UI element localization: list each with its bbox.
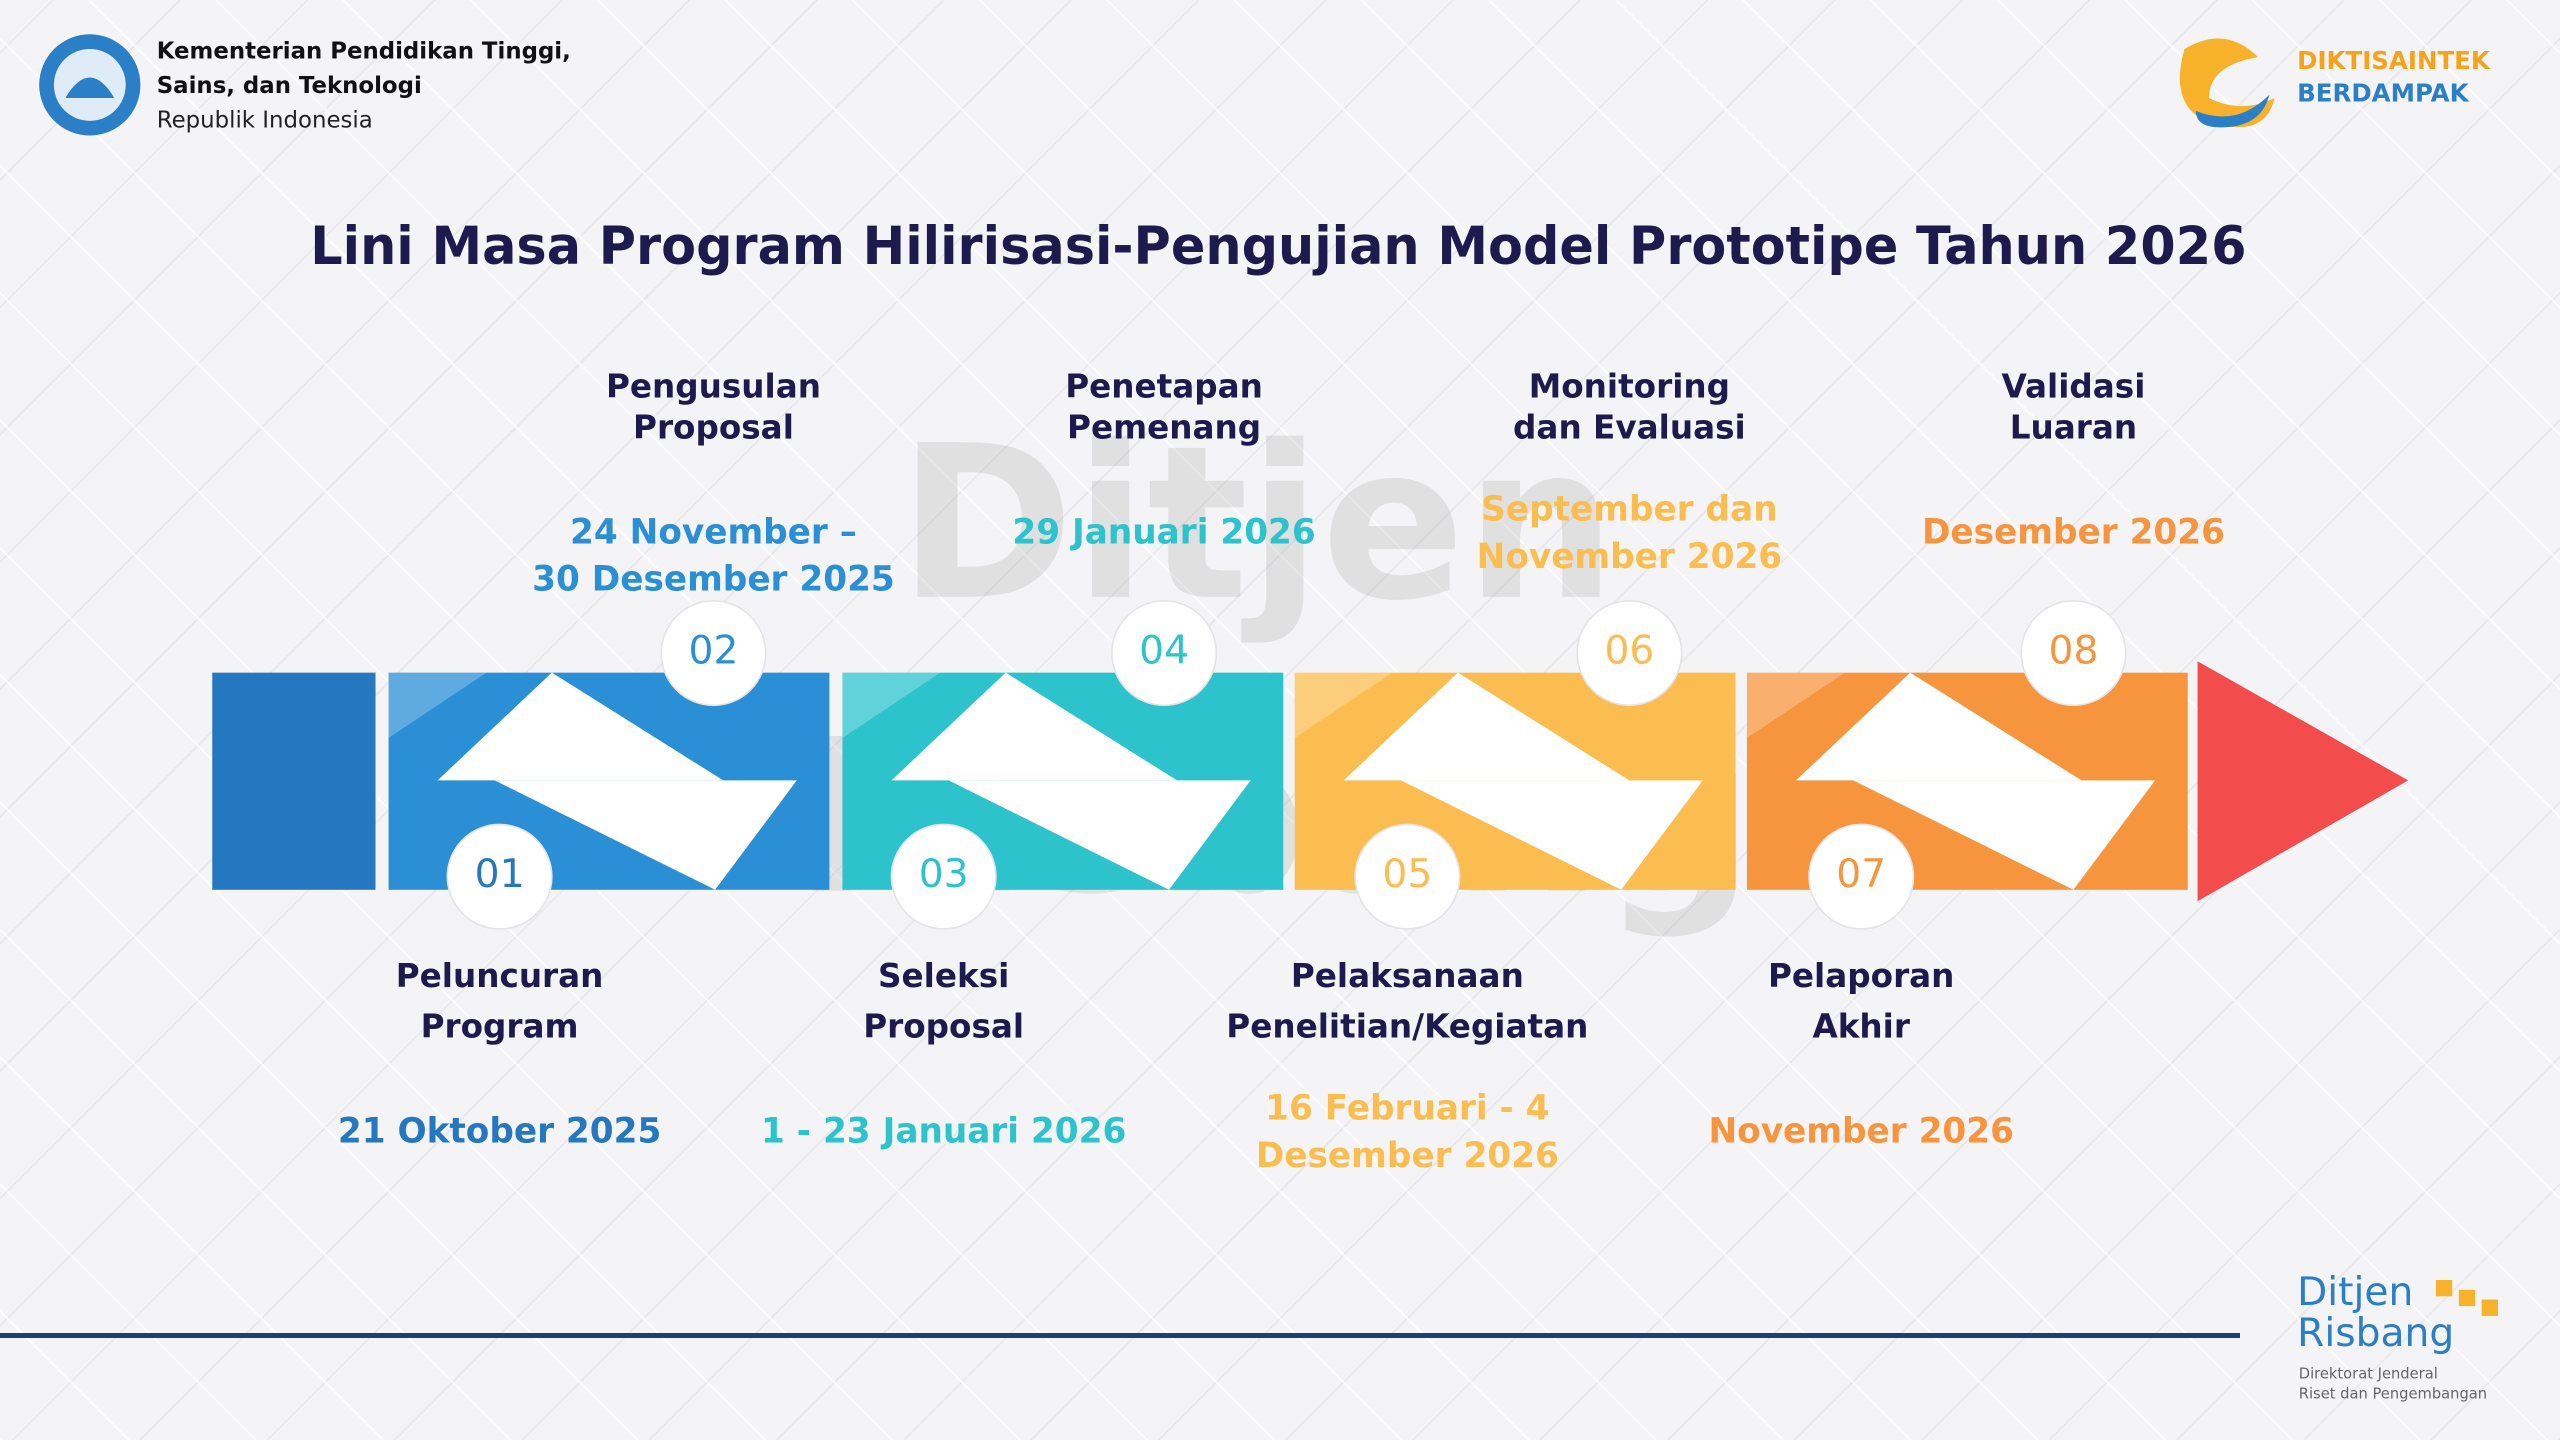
footer-logo: Risbang bbox=[2297, 1311, 2454, 1356]
segment-cut bbox=[1343, 672, 1630, 781]
ministry-country: Republik Indonesia bbox=[157, 107, 373, 133]
segment-cut bbox=[1853, 780, 2156, 890]
step-number: 04 bbox=[1139, 629, 1189, 674]
step-badge bbox=[890, 823, 997, 930]
segment-cut bbox=[1795, 672, 2082, 781]
step-badge bbox=[2020, 600, 2127, 707]
step-label: Peluncuran bbox=[396, 957, 604, 995]
footer-logo-dot bbox=[2458, 1289, 2476, 1307]
watermark: Ditjen bbox=[898, 401, 1616, 648]
step-badge bbox=[1354, 823, 1461, 930]
step-date: September dan bbox=[1481, 490, 1777, 530]
footer-subtitle: Direktorat Jenderal bbox=[2299, 1366, 2438, 1383]
step-label: Monitoring bbox=[1529, 368, 1730, 406]
step-label: Validasi bbox=[2002, 368, 2146, 406]
step-label: Pemenang bbox=[1067, 408, 1261, 446]
footer-subtitle: Riset dan Pengembangan bbox=[2299, 1385, 2487, 1402]
step-badge bbox=[1808, 823, 1915, 930]
brand-logo bbox=[2195, 94, 2270, 128]
step-badge bbox=[446, 823, 553, 930]
step-number: 01 bbox=[475, 852, 525, 897]
step-date: Desember 2026 bbox=[1922, 512, 2225, 552]
ministry-emblem-shape bbox=[65, 77, 115, 98]
step-badge bbox=[1576, 600, 1683, 707]
step-label: Pelaksanaan bbox=[1291, 957, 1524, 995]
arrow-tail bbox=[212, 672, 376, 890]
step-date: November 2026 bbox=[1708, 1112, 2013, 1152]
segment-cut bbox=[1400, 780, 1703, 890]
step-label: Seleksi bbox=[878, 957, 1009, 995]
footer-logo: Ditjen bbox=[2297, 1270, 2413, 1315]
step-date: 1 - 23 Januari 2026 bbox=[761, 1112, 1126, 1152]
step-label: Program bbox=[421, 1008, 579, 1046]
ministry-name: Sains, dan Teknologi bbox=[157, 73, 422, 99]
step-number: 02 bbox=[689, 629, 739, 674]
step-badge bbox=[660, 600, 767, 707]
step-label: Penelitian/Kegiatan bbox=[1226, 1008, 1588, 1046]
step-date: 24 November – bbox=[570, 512, 857, 552]
step-number: 08 bbox=[2049, 629, 2099, 674]
step-date: 21 Oktober 2025 bbox=[338, 1112, 661, 1152]
footer-logo-dot bbox=[2435, 1280, 2453, 1297]
step-label: Akhir bbox=[1812, 1008, 1910, 1046]
step-number: 03 bbox=[919, 852, 969, 897]
step-number: 05 bbox=[1382, 852, 1432, 897]
brand-text: DIKTISAINTEK bbox=[2297, 46, 2491, 75]
step-date: November 2026 bbox=[1477, 537, 1782, 577]
slide-title: Lini Masa Program Hilirisasi-Pengujian M… bbox=[310, 217, 2246, 277]
step-number: 06 bbox=[1604, 629, 1654, 674]
footer-logo-dot bbox=[2481, 1299, 2498, 1316]
step-date: Desember 2026 bbox=[1256, 1136, 1559, 1176]
step-label: Pelaporan bbox=[1768, 957, 1954, 995]
segment-cut bbox=[494, 780, 797, 890]
ministry-name: Kementerian Pendidikan Tinggi, bbox=[157, 39, 571, 65]
segment-cut bbox=[437, 672, 724, 781]
step-date: 16 Februari - 4 bbox=[1265, 1089, 1549, 1129]
brand-logo bbox=[2179, 38, 2275, 128]
step-label: Pengusulan bbox=[606, 368, 821, 406]
step-label: dan Evaluasi bbox=[1513, 408, 1746, 446]
step-date: 29 Januari 2026 bbox=[1012, 512, 1315, 552]
step-number: 07 bbox=[1836, 852, 1886, 897]
segment-cut bbox=[891, 672, 1178, 781]
step-badge bbox=[1111, 600, 1218, 707]
step-date: 30 Desember 2025 bbox=[532, 560, 895, 600]
segment-cut bbox=[948, 780, 1251, 890]
step-label: Proposal bbox=[863, 1008, 1024, 1046]
step-label: Proposal bbox=[633, 408, 794, 446]
arrow-head bbox=[2197, 661, 2409, 902]
step-label: Luaran bbox=[2010, 408, 2137, 446]
timeline: 01 Peluncuran Program 21 Oktober 2025 02 Peng… bbox=[212, 368, 2409, 1176]
brand-text: BERDAMPAK bbox=[2297, 79, 2469, 108]
step-label: Penetapan bbox=[1065, 368, 1263, 406]
